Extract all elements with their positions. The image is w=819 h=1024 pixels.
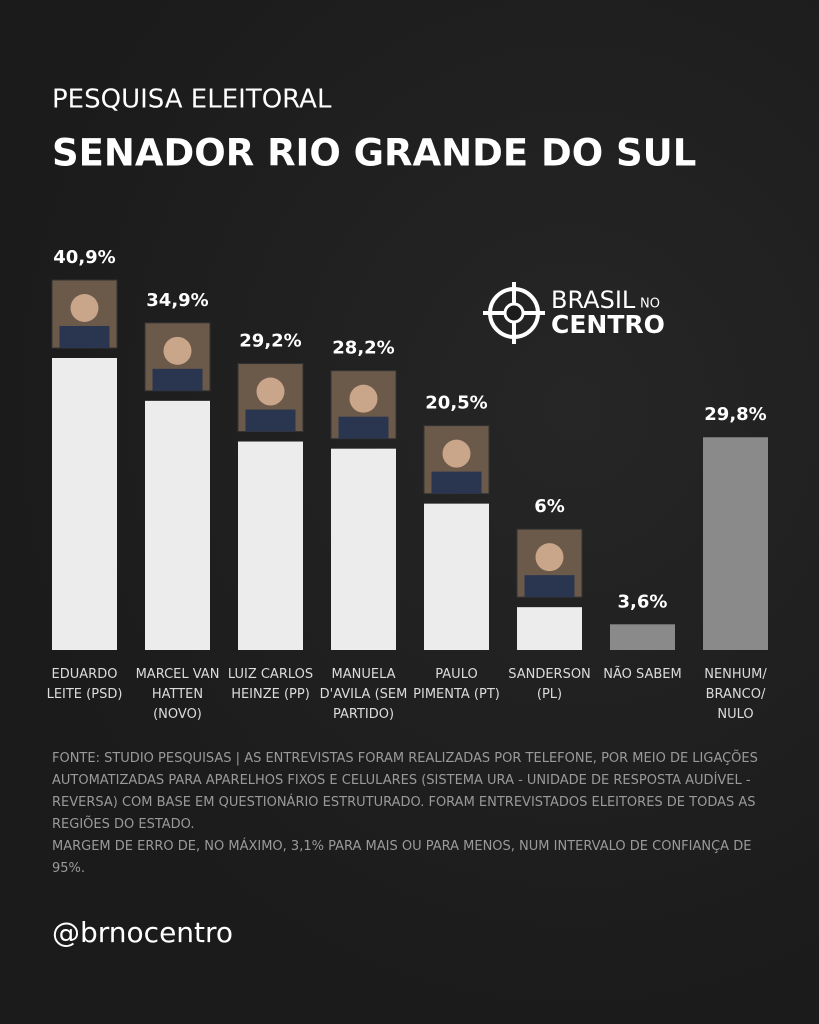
candidate-photo-suit: [152, 368, 203, 391]
bar: [517, 607, 582, 650]
bar: [703, 437, 768, 650]
logo-text: BRASIL: [551, 286, 636, 314]
title: SENADOR RIO GRANDE DO SUL: [52, 132, 696, 175]
bar: [610, 624, 675, 650]
bar: [424, 503, 489, 650]
candidate-photo-face: [535, 543, 564, 572]
candidate-photo-face: [256, 377, 285, 406]
value-label: 20,5%: [425, 393, 487, 414]
logo: BRASIL NO CENTRO: [483, 282, 665, 344]
bar: [331, 448, 396, 650]
candidate-photo-face: [70, 294, 99, 322]
source: FONTE: STUDIO PESQUISAS | AS ENTREVISTAS…: [52, 751, 758, 832]
category-label: MANUELA D'AVILA (SEM PARTIDO): [319, 667, 408, 722]
logo-text: CENTRO: [551, 310, 665, 339]
bar: [52, 358, 117, 650]
category-label: MARCEL VAN HATTEN (NOVO): [135, 667, 220, 722]
candidate-photo-suit: [245, 409, 296, 432]
candidate-photo-face: [163, 336, 192, 365]
bar: [238, 441, 303, 650]
value-label: 6%: [534, 496, 565, 517]
logo-text: NO: [640, 297, 660, 312]
candidate-photo-suit: [338, 416, 389, 439]
candidate-photo-face: [442, 439, 471, 468]
bar: [145, 400, 210, 650]
value-label: 29,8%: [704, 404, 766, 425]
value-label: 34,9%: [146, 290, 208, 311]
category-label: NÃO SABEM: [603, 667, 682, 682]
logo-dot: [503, 302, 525, 324]
value-label: 40,9%: [53, 247, 115, 268]
candidate-photo-suit: [431, 471, 482, 494]
category-label: EDUARDO LEITE (PSD): [46, 667, 123, 702]
value-label: 28,2%: [332, 338, 394, 359]
category-label: SANDERSON (PL): [508, 667, 591, 702]
category-label: PAULO PIMENTA (PT): [413, 667, 500, 702]
candidate-photo-suit: [59, 326, 110, 348]
value-label: 29,2%: [239, 331, 301, 352]
candidate-photo-suit: [524, 575, 575, 598]
subtitle: PESQUISA ELEITORAL: [52, 85, 332, 115]
value-label: 3,6%: [618, 591, 668, 612]
footnote: FONTE: STUDIO PESQUISAS | AS ENTREVISTAS…: [52, 748, 767, 880]
category-label: NENHUM/ BRANCO/ NULO: [704, 667, 767, 722]
handle: @brnocentro: [52, 916, 234, 949]
category-label: LUIZ CARLOS HEINZE (PP): [227, 667, 314, 702]
margin-note: MARGEM DE ERRO DE, NO MÁXIMO, 3,1% PARA …: [52, 839, 752, 876]
candidate-photo-face: [349, 384, 378, 413]
